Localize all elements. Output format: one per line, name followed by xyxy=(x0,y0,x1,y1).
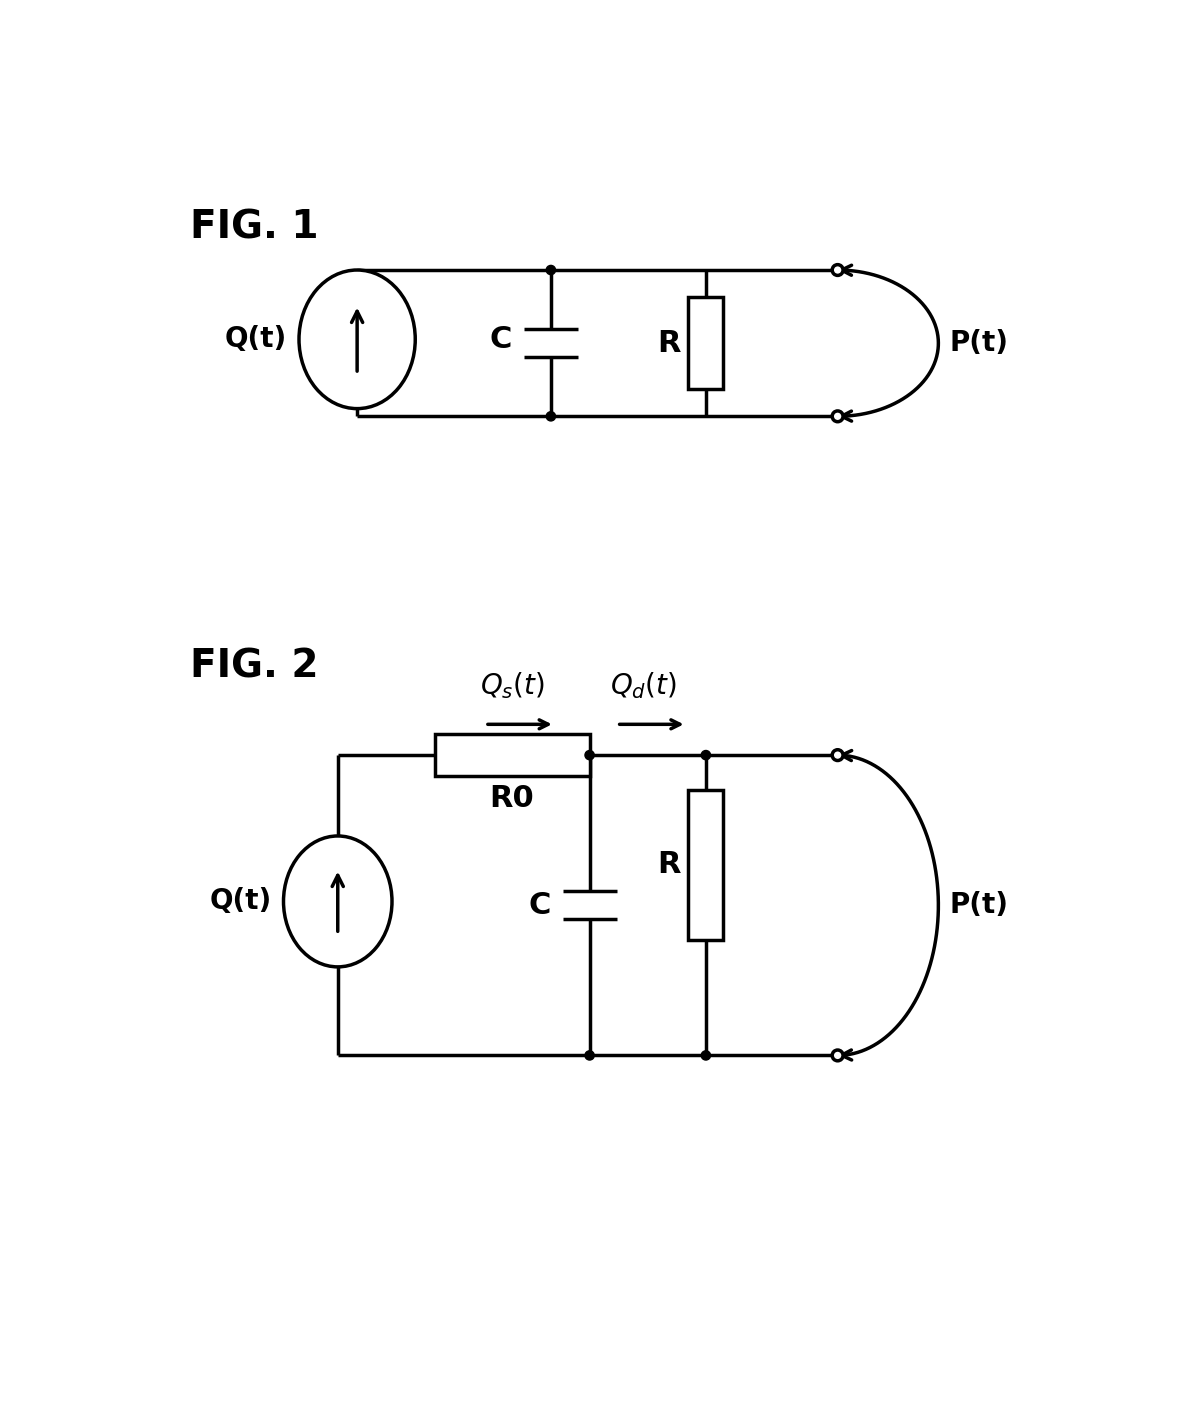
Text: P(t): P(t) xyxy=(950,329,1009,357)
Circle shape xyxy=(702,750,711,760)
Bar xyxy=(434,733,589,776)
Text: Q(t): Q(t) xyxy=(225,326,287,354)
Text: R: R xyxy=(658,851,680,879)
Circle shape xyxy=(832,1051,843,1061)
Circle shape xyxy=(547,412,556,421)
Text: C: C xyxy=(529,891,551,920)
Circle shape xyxy=(702,1051,711,1061)
Ellipse shape xyxy=(299,270,415,409)
Text: R0: R0 xyxy=(490,784,535,813)
Text: $Q_d(t)$: $Q_d(t)$ xyxy=(610,670,678,701)
Circle shape xyxy=(832,749,843,760)
Circle shape xyxy=(832,411,843,422)
Bar xyxy=(689,297,723,389)
Circle shape xyxy=(832,265,843,275)
Text: $Q_s(t)$: $Q_s(t)$ xyxy=(479,670,544,701)
Circle shape xyxy=(584,1051,594,1061)
Text: Q(t): Q(t) xyxy=(209,888,272,915)
Circle shape xyxy=(547,265,556,275)
Bar xyxy=(689,790,723,940)
Text: P(t): P(t) xyxy=(950,891,1009,919)
Text: R: R xyxy=(658,329,680,358)
Text: FIG. 1: FIG. 1 xyxy=(190,208,319,246)
Text: C: C xyxy=(490,324,512,354)
Text: FIG. 2: FIG. 2 xyxy=(190,647,319,685)
Ellipse shape xyxy=(284,835,392,967)
Circle shape xyxy=(584,750,594,760)
